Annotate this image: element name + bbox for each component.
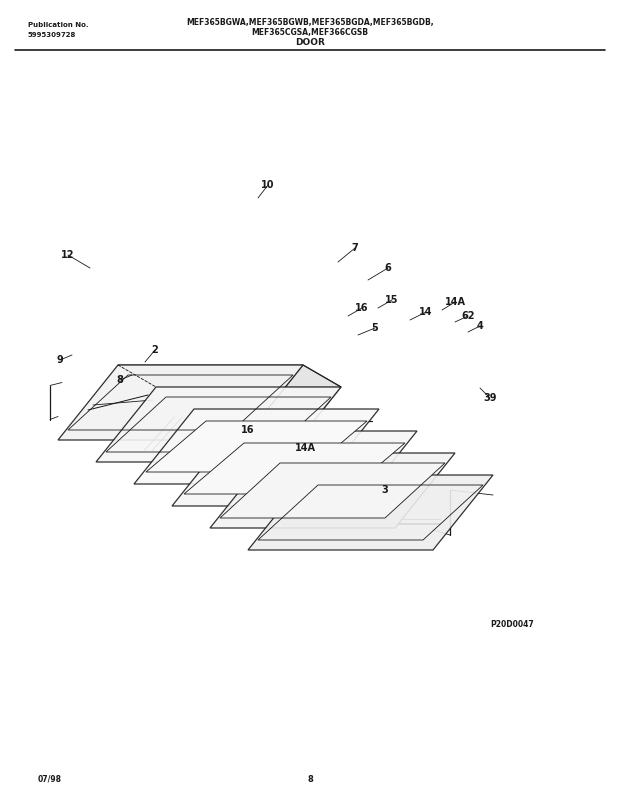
Polygon shape (118, 365, 341, 387)
Text: 15: 15 (385, 295, 399, 305)
Text: 5: 5 (371, 323, 378, 333)
Text: 14: 14 (419, 307, 433, 317)
Text: 12: 12 (61, 250, 75, 260)
Polygon shape (58, 365, 303, 440)
Text: 6: 6 (384, 263, 391, 273)
Text: 14A: 14A (294, 443, 316, 453)
Text: MEF365CGSA,MEF366CGSB: MEF365CGSA,MEF366CGSB (252, 28, 368, 37)
Text: 62: 62 (461, 311, 475, 321)
Polygon shape (243, 365, 341, 462)
Text: DOOR: DOOR (295, 38, 325, 47)
Polygon shape (184, 443, 405, 494)
Text: 10: 10 (261, 180, 275, 190)
Text: 8: 8 (307, 775, 313, 784)
Text: 16: 16 (355, 303, 369, 313)
Text: 16: 16 (241, 425, 255, 435)
Polygon shape (248, 475, 493, 550)
Text: P20D0047: P20D0047 (490, 620, 534, 629)
Text: 3: 3 (382, 485, 388, 495)
Text: Publication No.: Publication No. (28, 22, 89, 28)
Text: 07/98: 07/98 (38, 775, 62, 784)
Polygon shape (210, 453, 455, 528)
Text: 14A: 14A (445, 297, 466, 307)
Polygon shape (96, 387, 341, 462)
Text: 7: 7 (352, 243, 358, 253)
Polygon shape (146, 421, 367, 472)
Text: 2: 2 (152, 345, 158, 355)
Polygon shape (220, 463, 445, 518)
Text: 39: 39 (483, 393, 497, 403)
Text: 8: 8 (117, 375, 123, 385)
Text: MEF365BGWA,MEF365BGWB,MEF365BGDA,MEF365BGDB,: MEF365BGWA,MEF365BGWB,MEF365BGDA,MEF365B… (186, 18, 434, 27)
Text: 9: 9 (56, 355, 63, 365)
Polygon shape (172, 431, 417, 506)
Text: 5995309728: 5995309728 (28, 32, 76, 38)
Text: 4: 4 (477, 321, 484, 331)
Polygon shape (134, 409, 379, 484)
